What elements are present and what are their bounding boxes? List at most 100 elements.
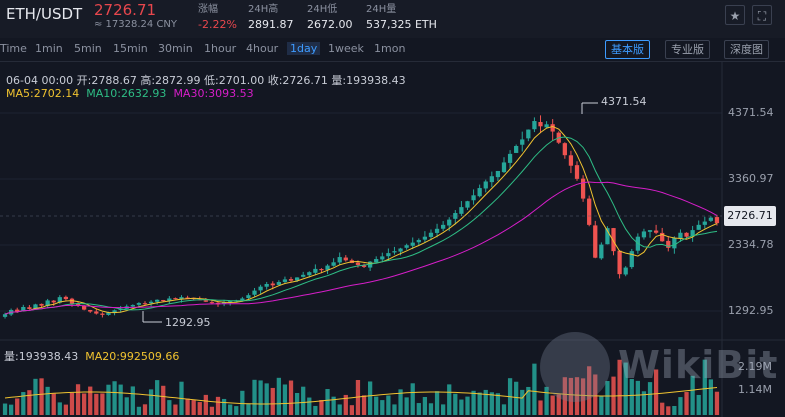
candle-body [276,282,281,285]
pair-title[interactable]: ETH/USDT [6,5,83,23]
volume-bar [142,404,148,415]
candle-body [63,296,69,300]
candle-body [209,302,215,304]
candle-body [678,232,683,239]
candle-body [471,195,476,201]
volume-bar [130,386,135,415]
volume-bar [106,384,111,415]
candle-body [672,238,677,249]
candle-body [416,239,421,243]
watermark-logo-icon [540,332,610,402]
candle-body [45,300,50,306]
candle-body [343,257,348,261]
volume-bar [258,380,263,415]
volume-bar [629,379,634,415]
volume-bar [203,394,208,415]
candle-body [246,295,251,299]
volume-bar [708,379,714,415]
stat-volume: 24H量 537,325 ETH [366,2,437,33]
volume-bar [240,390,245,415]
volume-bar [155,380,160,415]
candle-body [69,298,75,304]
tab-4hour[interactable]: 4hour [246,42,279,55]
candle-body [155,299,160,302]
candle-body [690,230,695,237]
volume-bar [422,396,428,415]
volume-bar [684,392,689,415]
candle-body [696,224,701,230]
candle-body [447,219,452,226]
volume-bar [124,397,129,415]
tab-5min[interactable]: 5min [74,42,102,55]
tab-30min[interactable]: 30min [158,42,193,55]
volume-bar [520,389,525,415]
candle-body [605,228,610,245]
volume-bar [173,404,178,415]
volume-bar [8,404,14,415]
volume-bar [544,386,549,415]
tab-1min[interactable]: 1min [35,42,63,55]
candle-body [526,129,531,139]
tab-1week[interactable]: 1week [328,42,364,55]
candle-body [142,303,148,305]
candle-body [434,228,440,233]
low-annotation: 1292.95 [165,316,211,329]
candle-body [313,268,318,273]
volume-bar [75,384,81,415]
volume-label: 量:193938.43 [4,350,79,363]
candle-body [653,230,659,233]
volume-bar [526,386,531,415]
candle-body [641,231,647,238]
tab-15min[interactable]: 15min [113,42,148,55]
ma5-label: MA5:2702.14 [6,87,80,100]
candle-body [587,198,592,225]
volume-bar [647,382,653,415]
view-basic-button[interactable]: 基本版 [605,40,650,59]
ticker-header: ETH/USDT 2726.71 ≈ 17328.24 CNY 涨幅 -2.22… [0,0,785,38]
volume-bar [221,398,227,415]
candle-body [477,188,482,197]
candle-body [221,302,227,304]
volume-bar [301,386,306,415]
candle-body [544,124,549,128]
fullscreen-icon[interactable]: ⛶ [752,5,772,25]
candle-body [240,298,245,301]
candle-body [714,217,720,224]
stat-low: 24H低 2672.00 [307,2,353,33]
candle-body [611,228,616,252]
volume-bar [477,392,482,415]
stat-value: 2891.87 [248,18,294,31]
candle-body [361,265,367,267]
tab-1mon[interactable]: 1mon [374,42,406,55]
volume-bar [264,383,269,415]
candle-body [660,232,665,242]
volume-bar [82,393,87,415]
volume-bar [653,369,659,415]
volume-bar [599,395,604,415]
star-icon[interactable]: ★ [725,5,745,25]
volume-bar [209,406,215,415]
volume-bar [514,381,519,415]
cny-price: ≈ 17328.24 CNY [94,19,178,30]
candle-body [252,290,257,295]
volume-bar [392,404,397,415]
view-pro-button[interactable]: 专业版 [665,40,710,59]
current-price-label: 2726.71 [724,206,776,226]
volume-bar [605,381,610,415]
tab-1hour[interactable]: 1hour [204,42,237,55]
volume-bar [343,394,348,415]
ma30-label: MA30:3093.53 [173,87,254,100]
candle-body [185,297,190,299]
view-depth-button[interactable]: 深度图 [724,40,769,59]
candle-body [593,225,598,258]
volume-bar [27,390,32,415]
candle-body [562,143,567,156]
stat-label: 24H量 [366,4,397,15]
tab-1day[interactable]: 1day [287,42,321,55]
tab-time[interactable]: Time [0,42,27,55]
stat-label: 涨幅 [198,4,218,15]
candle-body [623,267,628,275]
volume-bar [282,384,288,415]
volume-bar [666,406,671,415]
